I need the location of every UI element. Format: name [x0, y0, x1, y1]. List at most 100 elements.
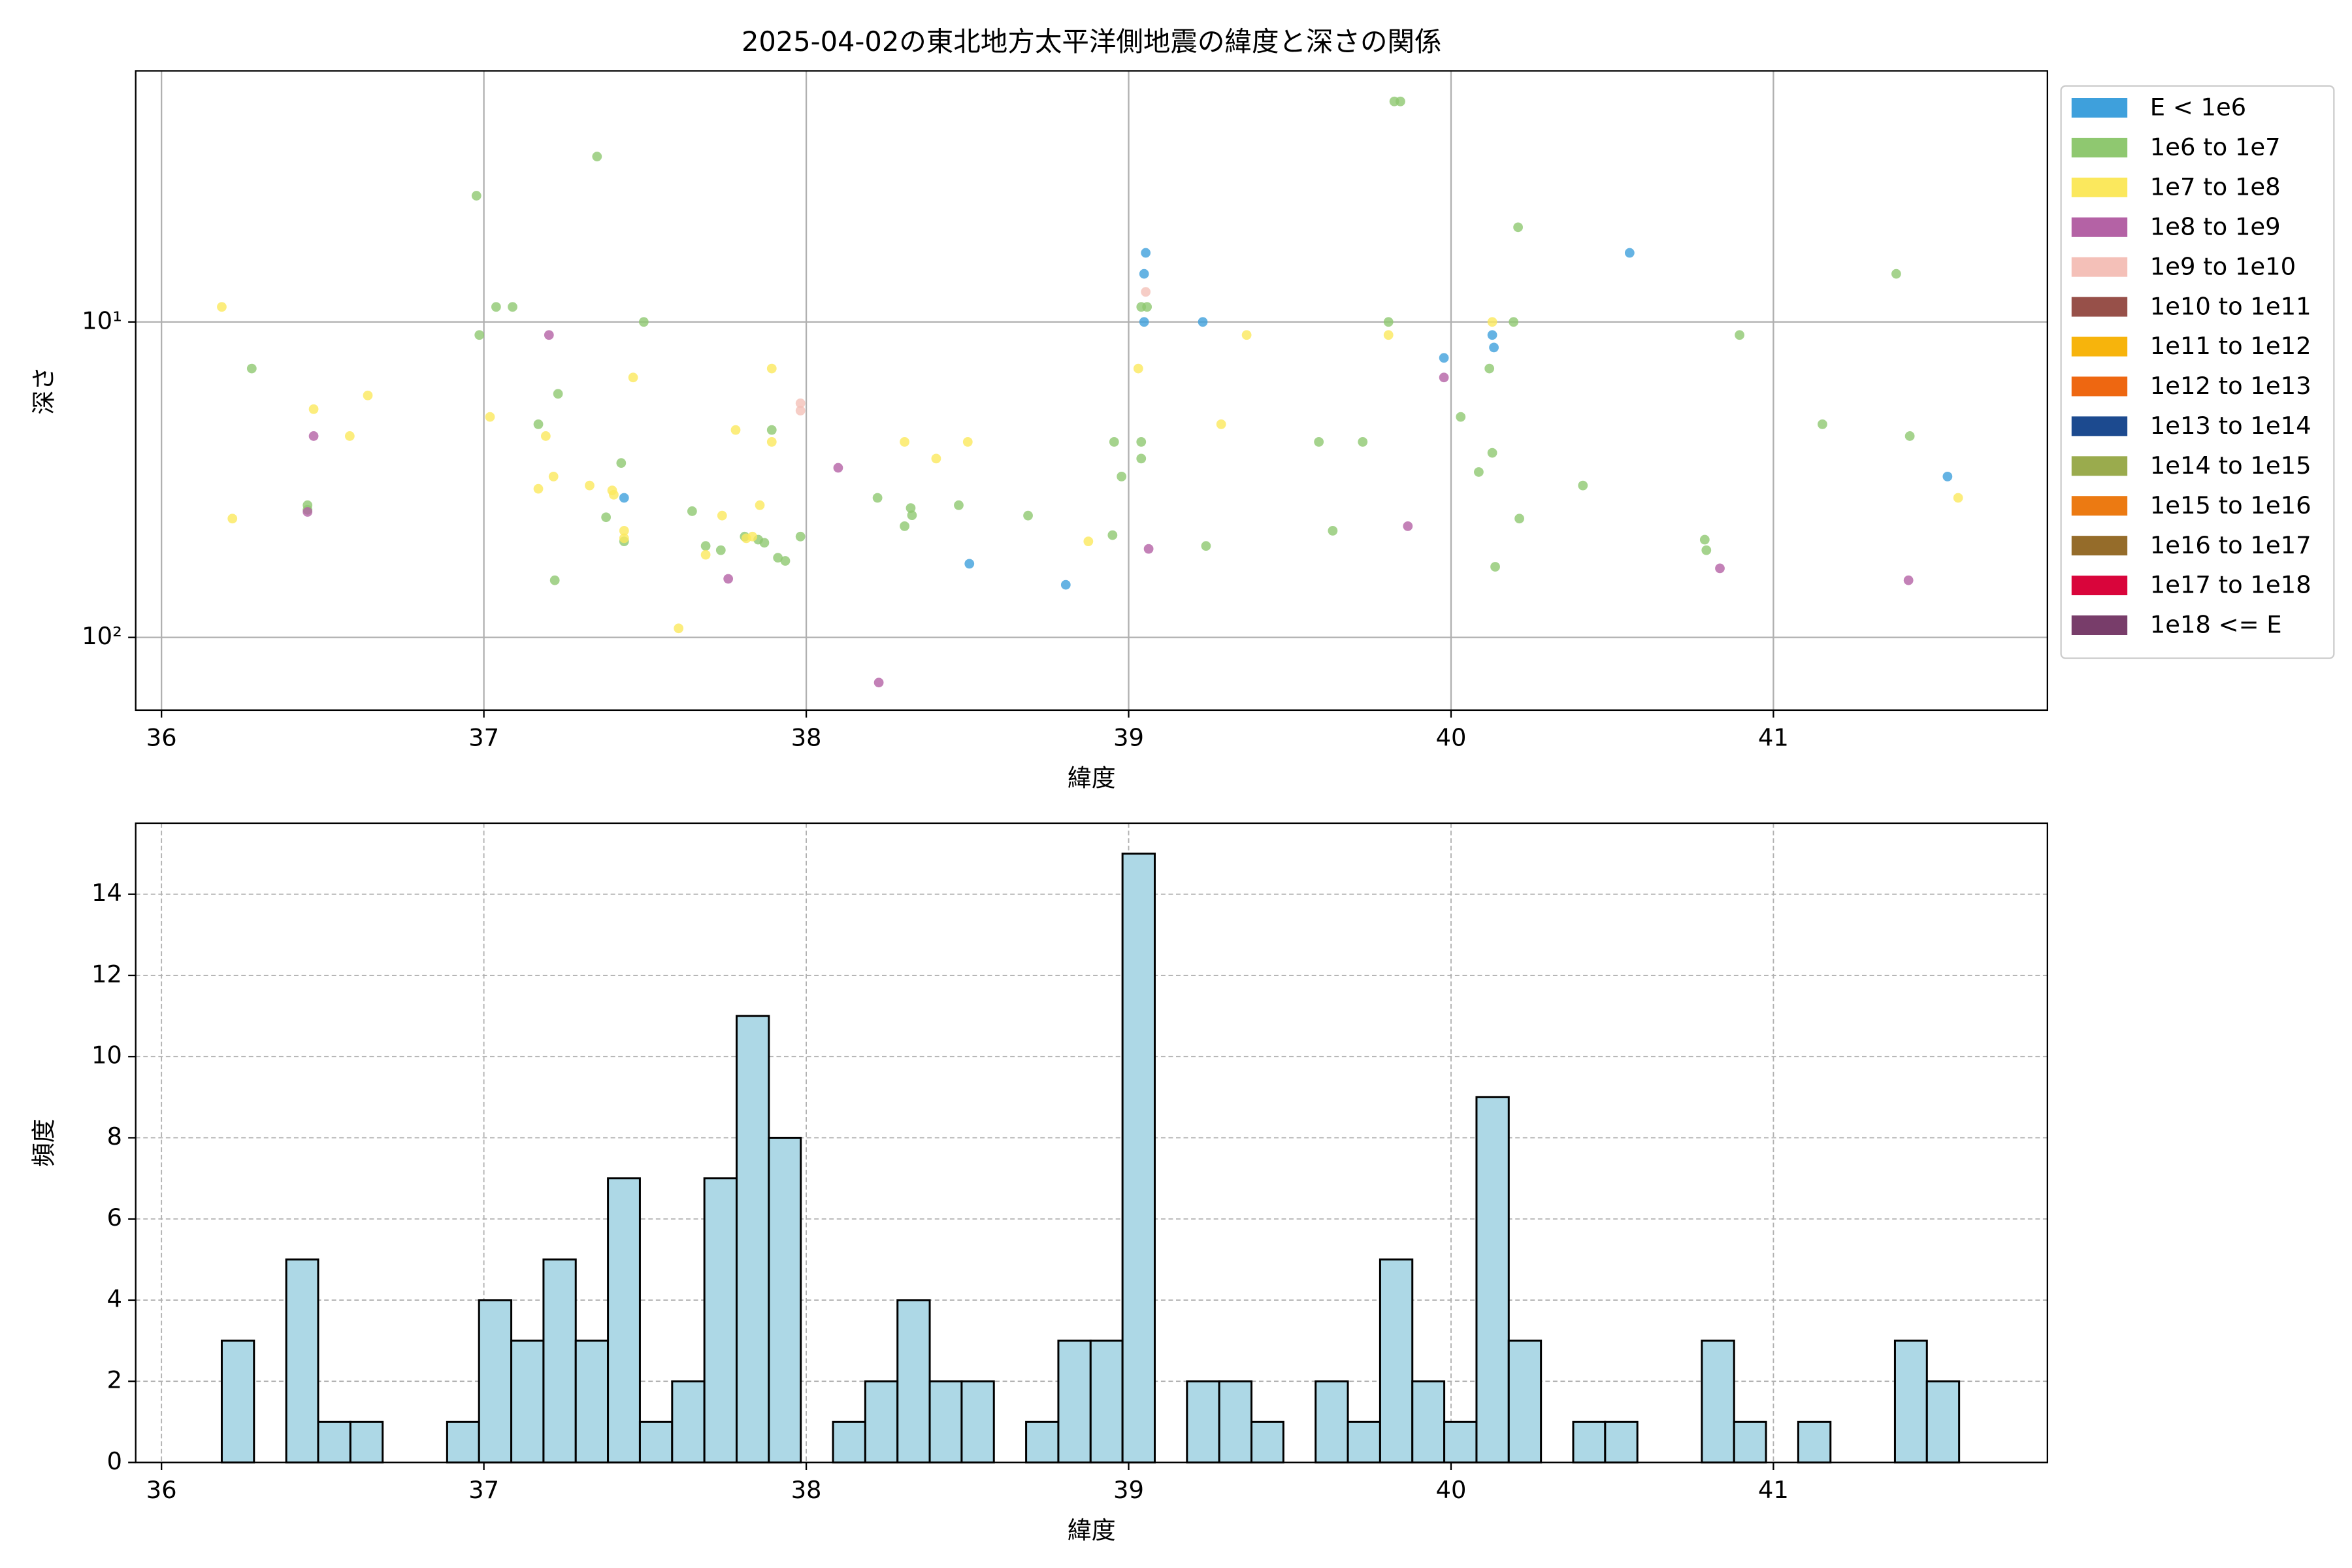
scatter-point: [533, 419, 544, 429]
legend-label: 1e13 to 1e14: [2150, 412, 2311, 440]
histogram-bar: [446, 1420, 480, 1463]
scatter-point: [471, 191, 482, 201]
x-axis-label: 緯度: [1068, 764, 1116, 792]
x-tick-label: 39: [1113, 723, 1144, 751]
scatter-point: [1487, 330, 1497, 340]
scatter-point: [1136, 453, 1147, 464]
histogram-bar: [864, 1380, 899, 1463]
y-tick-label: 6: [106, 1203, 122, 1232]
y-tick-label: 10: [91, 1041, 122, 1070]
scatter-point: [1358, 436, 1368, 447]
scatter-point: [954, 500, 964, 510]
scatter-point: [485, 412, 495, 422]
histogram-bar: [607, 1177, 641, 1463]
scatter-point: [1818, 419, 1827, 429]
histogram-bar: [1121, 853, 1156, 1463]
scatter-point: [601, 512, 612, 523]
histogram-bar: [542, 1258, 577, 1463]
x-tick-label: 40: [1435, 1476, 1466, 1504]
histogram-bar: [1186, 1380, 1220, 1463]
scatter-point: [715, 545, 726, 555]
scatter-point: [227, 514, 238, 524]
legend-swatch: [2071, 376, 2128, 397]
legend-label: 1e10 to 1e11: [2150, 292, 2311, 320]
scatter-point: [907, 510, 917, 521]
legend-swatch: [2071, 297, 2128, 317]
scatter-point: [1314, 436, 1324, 447]
scatter-point: [1490, 562, 1500, 572]
histogram-bar: [1025, 1420, 1060, 1463]
scatter-point: [508, 302, 517, 312]
x-tick-label: 36: [146, 1476, 177, 1504]
histogram-bar: [960, 1380, 995, 1463]
scatter-point: [1109, 436, 1119, 447]
scatter-point: [1201, 541, 1211, 551]
legend-label: 1e9 to 1e10: [2150, 252, 2296, 280]
scatter-point: [766, 436, 777, 447]
scatter-point: [308, 404, 319, 414]
histogram-bar: [638, 1420, 674, 1463]
histogram-bar: [1507, 1339, 1543, 1463]
histogram-bar: [1475, 1096, 1510, 1463]
scatter-point: [308, 431, 319, 441]
y-axis-label: 頻度: [30, 1119, 58, 1167]
legend-swatch: [2071, 615, 2128, 635]
x-tick-label: 40: [1435, 723, 1466, 751]
scatter-point: [1136, 436, 1147, 447]
histogram-bar: [349, 1420, 384, 1463]
histogram-bar: [703, 1177, 738, 1463]
scatter-point: [1439, 372, 1449, 383]
chart-title: 2025-04-02の東北地方太平洋側地震の緯度と深さの関係: [742, 25, 1442, 57]
legend: E < 1e6 1e6 to 1e7 1e7 to 1e8 1e8 to 1e9 1e9…: [2060, 85, 2335, 659]
x-tick-label: 37: [468, 1476, 499, 1504]
scatter-point: [592, 152, 602, 161]
scatter-point: [609, 489, 619, 500]
legend-label: 1e16 to 1e17: [2150, 531, 2311, 559]
scatter-point: [1439, 353, 1449, 363]
scatter-point: [717, 510, 727, 521]
scatter-point: [1509, 317, 1519, 327]
scatter-point: [540, 431, 551, 441]
scatter-point: [616, 458, 627, 468]
grid: [135, 71, 2048, 710]
scatter-point: [1141, 287, 1151, 297]
y-tick-label: 0: [106, 1447, 122, 1475]
plot-frame: [135, 70, 2048, 711]
scatter-point: [474, 330, 485, 340]
scatter-point: [1953, 493, 1963, 503]
histogram-bar: [220, 1339, 255, 1463]
histogram-bar: [896, 1299, 931, 1463]
legend-label: 1e12 to 1e13: [2150, 372, 2311, 400]
scatter-point: [1060, 580, 1071, 590]
scatter-point: [747, 531, 758, 542]
scatter-point: [548, 471, 559, 482]
histogram-bar: [735, 1015, 770, 1463]
histogram-bar: [574, 1339, 610, 1463]
scatter-point: [687, 506, 697, 516]
scatter-point: [553, 389, 563, 399]
scatter-point: [1487, 448, 1497, 458]
scatter-point: [1141, 248, 1151, 258]
scatter-point: [700, 549, 711, 560]
histogram-bar: [1893, 1339, 1928, 1463]
scatter-point: [755, 500, 765, 510]
scatter-point: [1891, 269, 1901, 279]
y-tick-label: 12: [91, 960, 122, 988]
scatter-point: [363, 390, 373, 400]
plot-frame: [135, 822, 2048, 1463]
scatter-point: [1383, 317, 1394, 327]
legend-swatch: [2071, 177, 2128, 197]
histogram-bar: [1057, 1339, 1092, 1463]
scatter-point: [1474, 467, 1484, 477]
scatter-point: [1198, 317, 1208, 327]
scatter-point: [906, 503, 916, 514]
scatter-point: [674, 623, 684, 634]
legend-swatch: [2071, 137, 2128, 157]
scatter-point: [795, 398, 806, 408]
legend-swatch: [2071, 536, 2128, 556]
scatter-point: [1624, 248, 1635, 258]
scatter-point: [1083, 536, 1094, 546]
scatter-point: [872, 493, 883, 503]
legend-swatch: [2071, 217, 2128, 237]
